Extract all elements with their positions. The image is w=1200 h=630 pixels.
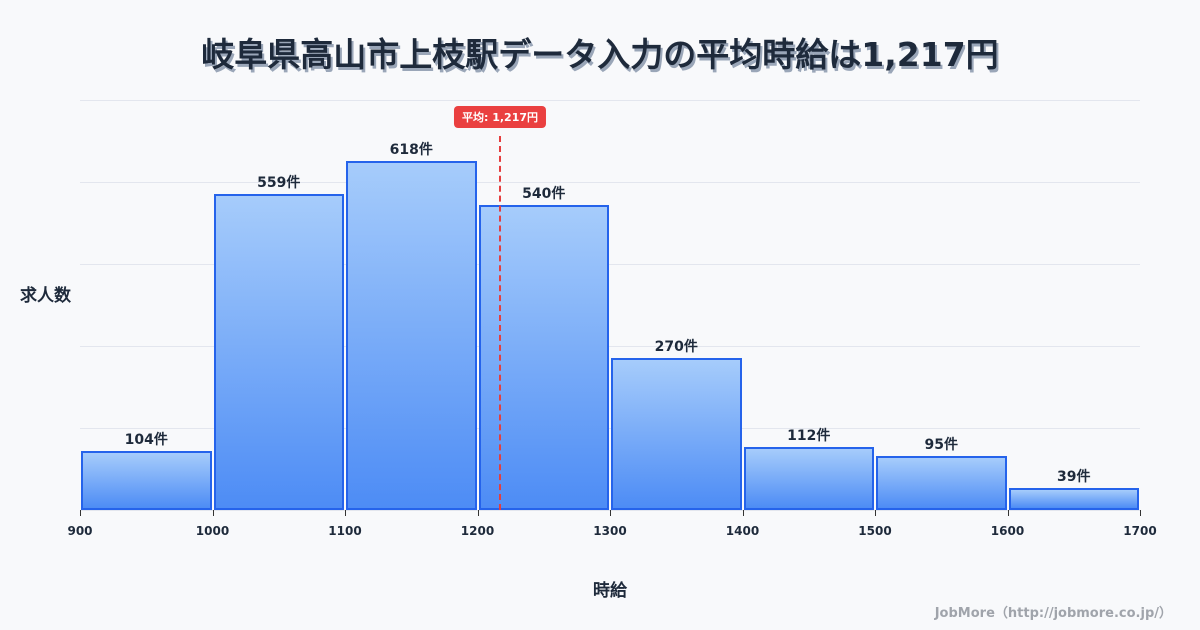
bar-value-label: 104件 — [124, 432, 168, 449]
y-axis-label: 求人数 — [20, 286, 71, 306]
x-tick — [477, 510, 479, 516]
x-axis-label: 時給 — [593, 581, 627, 601]
gridline — [80, 264, 1140, 265]
x-tick — [212, 510, 214, 516]
x-tick-label: 1300 — [593, 524, 627, 538]
bar-value-label: 39件 — [1057, 468, 1091, 485]
histogram-bar — [346, 161, 477, 510]
gridline — [80, 182, 1140, 183]
histogram-bar — [743, 446, 874, 510]
credit-text: JobMore（http://jobmore.co.jp/） — [934, 606, 1172, 621]
average-line — [499, 136, 502, 510]
chart-title: 岐阜県高山市上枝駅データ入力の平均時給は1,217円 — [201, 35, 999, 74]
bar-value-label: 540件 — [522, 186, 566, 203]
gridline — [80, 100, 1140, 101]
x-tick-label: 900 — [67, 524, 93, 538]
x-tick-label: 1600 — [990, 524, 1025, 538]
histogram-bar — [1008, 487, 1139, 510]
x-tick-label: 1700 — [1123, 524, 1157, 538]
x-tick-label: 1100 — [328, 524, 362, 538]
x-tick — [875, 510, 876, 516]
x-tick — [1140, 510, 1141, 516]
bar-value-label: 270件 — [654, 338, 698, 355]
x-tick — [80, 510, 81, 516]
x-tick-label: 1200 — [460, 524, 495, 538]
x-tick — [610, 510, 611, 516]
bar-value-label: 559件 — [257, 175, 301, 192]
bar-value-label: 112件 — [787, 427, 831, 444]
average-badge: 平均: 1,217円 — [454, 106, 547, 128]
x-tick — [345, 510, 346, 516]
x-tick — [1007, 510, 1009, 516]
plot-area: 104件 559件 618件 540件 270件 112件 95件 39件 900 1000 110… — [67, 100, 1157, 538]
histogram-bar — [611, 357, 742, 510]
gridline — [80, 346, 1140, 347]
histogram-bar — [81, 451, 212, 510]
histogram-bar — [876, 456, 1007, 510]
x-tick — [742, 510, 744, 516]
bar-value-label: 95件 — [924, 437, 958, 454]
x-tick-label: 1400 — [725, 524, 760, 538]
histogram-bar — [213, 194, 344, 510]
x-tick-label: 1500 — [858, 524, 892, 538]
gridline — [80, 428, 1140, 429]
bar-value-label: 618件 — [389, 141, 433, 158]
x-tick-label: 1000 — [195, 524, 230, 538]
